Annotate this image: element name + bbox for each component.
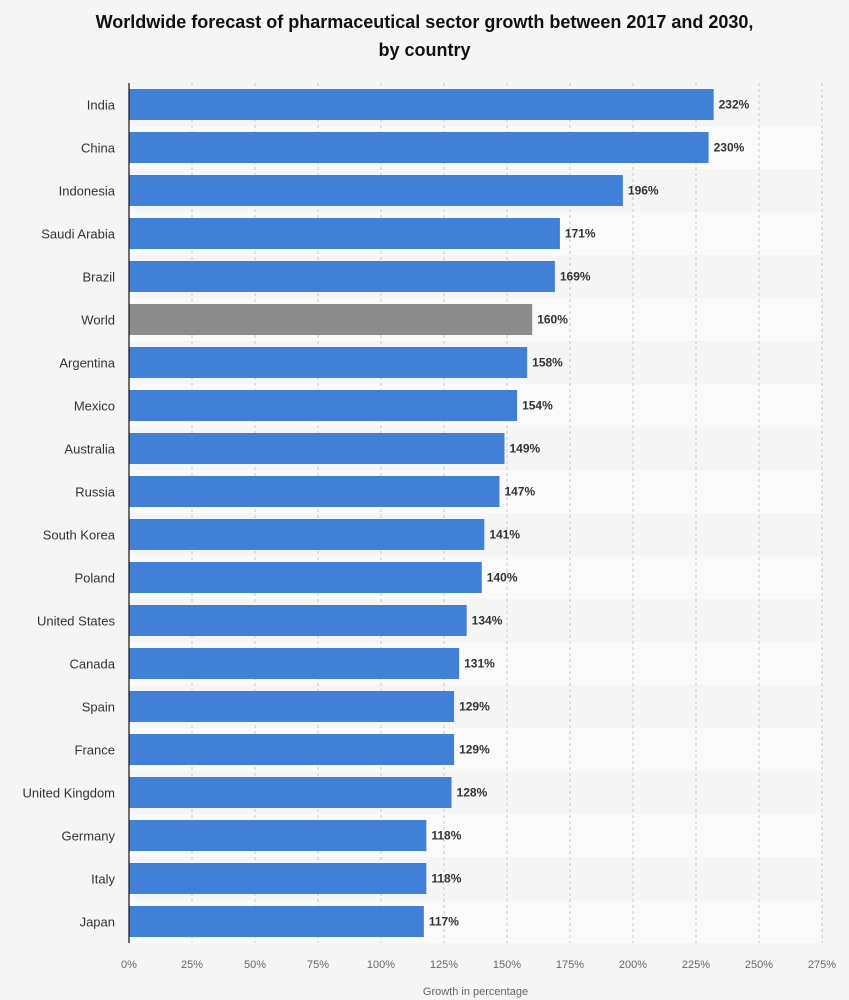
category-label: Japan xyxy=(80,915,115,930)
bar xyxy=(129,777,452,808)
x-tick-label: 125% xyxy=(430,959,458,971)
category-label: Mexico xyxy=(74,399,115,414)
data-label: 118% xyxy=(431,872,461,886)
x-tick-label: 275% xyxy=(808,959,836,971)
data-label: 160% xyxy=(537,313,568,327)
bar xyxy=(129,519,485,550)
category-label: Poland xyxy=(75,571,115,586)
data-label: 147% xyxy=(504,485,535,499)
category-label: South Korea xyxy=(43,528,116,543)
bar xyxy=(129,175,623,206)
category-label: Canada xyxy=(69,657,115,672)
category-label: France xyxy=(75,743,115,758)
bar xyxy=(129,218,560,249)
data-label: 128% xyxy=(457,786,488,800)
bar xyxy=(129,132,709,163)
bar xyxy=(129,691,455,722)
bar xyxy=(129,261,555,292)
data-label: 141% xyxy=(489,528,520,542)
chart-title-line-1: Worldwide forecast of pharmaceutical sec… xyxy=(95,12,754,32)
bar xyxy=(129,863,427,894)
category-label: Russia xyxy=(75,485,116,500)
data-label: 140% xyxy=(487,571,518,585)
chart-title-line-2: by country xyxy=(378,40,471,60)
bar xyxy=(129,648,460,679)
bar xyxy=(129,605,467,636)
bar xyxy=(129,562,482,593)
category-label: Argentina xyxy=(59,356,115,371)
data-label: 158% xyxy=(532,356,563,370)
data-label: 149% xyxy=(509,442,540,456)
category-label: Australia xyxy=(64,442,115,457)
category-label: Indonesia xyxy=(59,184,116,199)
data-label: 232% xyxy=(719,98,750,112)
category-label: Italy xyxy=(91,872,115,887)
data-label: 118% xyxy=(431,829,461,843)
bar xyxy=(129,476,500,507)
data-label: 117% xyxy=(429,915,459,929)
bar xyxy=(129,89,714,120)
category-label: Germany xyxy=(62,829,116,844)
bar xyxy=(129,390,518,421)
bar xyxy=(129,734,455,765)
category-label: Saudi Arabia xyxy=(41,227,115,242)
data-label: 196% xyxy=(628,184,659,198)
x-tick-label: 175% xyxy=(556,959,584,971)
data-label: 134% xyxy=(472,614,503,628)
data-label: 169% xyxy=(560,270,591,284)
category-label: China xyxy=(81,141,116,156)
x-tick-label: 0% xyxy=(121,959,137,971)
chart-title: Worldwide forecast of pharmaceutical sec… xyxy=(0,8,849,64)
x-tick-label: 75% xyxy=(307,959,329,971)
x-tick-label: 225% xyxy=(682,959,710,971)
data-label: 171% xyxy=(565,227,596,241)
x-tick-label: 200% xyxy=(619,959,647,971)
data-label: 230% xyxy=(714,141,745,155)
x-tick-label: 50% xyxy=(244,959,266,971)
bar xyxy=(129,820,427,851)
data-label: 154% xyxy=(522,399,553,413)
category-label: Spain xyxy=(82,700,115,715)
data-label: 129% xyxy=(459,743,490,757)
data-label: 131% xyxy=(464,657,495,671)
category-label: World xyxy=(81,313,115,328)
x-axis-title: Growth in percentage xyxy=(423,986,528,998)
category-label: India xyxy=(87,98,116,113)
category-label: United Kingdom xyxy=(23,786,116,801)
x-tick-label: 25% xyxy=(181,959,203,971)
category-label: United States xyxy=(37,614,116,629)
bar xyxy=(129,433,505,464)
x-tick-label: 100% xyxy=(367,959,395,971)
data-label: 129% xyxy=(459,700,490,714)
x-tick-label: 150% xyxy=(493,959,521,971)
bar xyxy=(129,304,533,335)
category-label: Brazil xyxy=(82,270,115,285)
x-tick-label: 250% xyxy=(745,959,773,971)
bar xyxy=(129,906,424,937)
bar xyxy=(129,347,528,378)
